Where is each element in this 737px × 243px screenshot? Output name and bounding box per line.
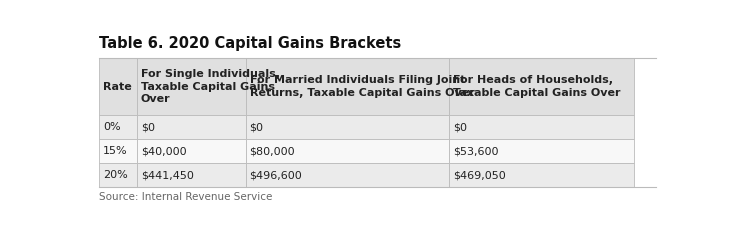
Text: Source: Internal Revenue Service: Source: Internal Revenue Service <box>99 192 273 202</box>
Text: Rate: Rate <box>103 82 132 92</box>
Bar <box>245 163 449 187</box>
Bar <box>99 58 137 115</box>
Bar <box>245 115 449 139</box>
Text: Table 6. 2020 Capital Gains Brackets: Table 6. 2020 Capital Gains Brackets <box>99 36 401 51</box>
Text: 20%: 20% <box>103 170 128 180</box>
Bar <box>449 163 634 187</box>
Bar <box>137 163 245 187</box>
Text: $40,000: $40,000 <box>141 146 186 156</box>
Text: $469,050: $469,050 <box>453 170 506 180</box>
Text: For Single Individuals,
Taxable Capital Gains
Over: For Single Individuals, Taxable Capital … <box>141 69 280 104</box>
Text: $0: $0 <box>453 122 467 132</box>
Bar <box>99 115 137 139</box>
Bar <box>137 58 245 115</box>
Bar <box>245 58 449 115</box>
Text: $53,600: $53,600 <box>453 146 498 156</box>
Bar <box>137 115 245 139</box>
Text: $496,600: $496,600 <box>250 170 302 180</box>
Bar <box>449 58 634 115</box>
Text: $0: $0 <box>250 122 264 132</box>
Bar <box>137 139 245 163</box>
Bar <box>449 115 634 139</box>
Text: $80,000: $80,000 <box>250 146 296 156</box>
Text: 15%: 15% <box>103 146 128 156</box>
Text: 0%: 0% <box>103 122 121 132</box>
Text: $441,450: $441,450 <box>141 170 194 180</box>
Text: $0: $0 <box>141 122 155 132</box>
Text: For Married Individuals Filing Joint
Returns, Taxable Capital Gains Over: For Married Individuals Filing Joint Ret… <box>250 75 475 98</box>
Bar <box>99 139 137 163</box>
Bar <box>449 139 634 163</box>
Bar <box>245 139 449 163</box>
Bar <box>99 163 137 187</box>
Text: For Heads of Households,
Taxable Capital Gains Over: For Heads of Households, Taxable Capital… <box>453 75 621 98</box>
